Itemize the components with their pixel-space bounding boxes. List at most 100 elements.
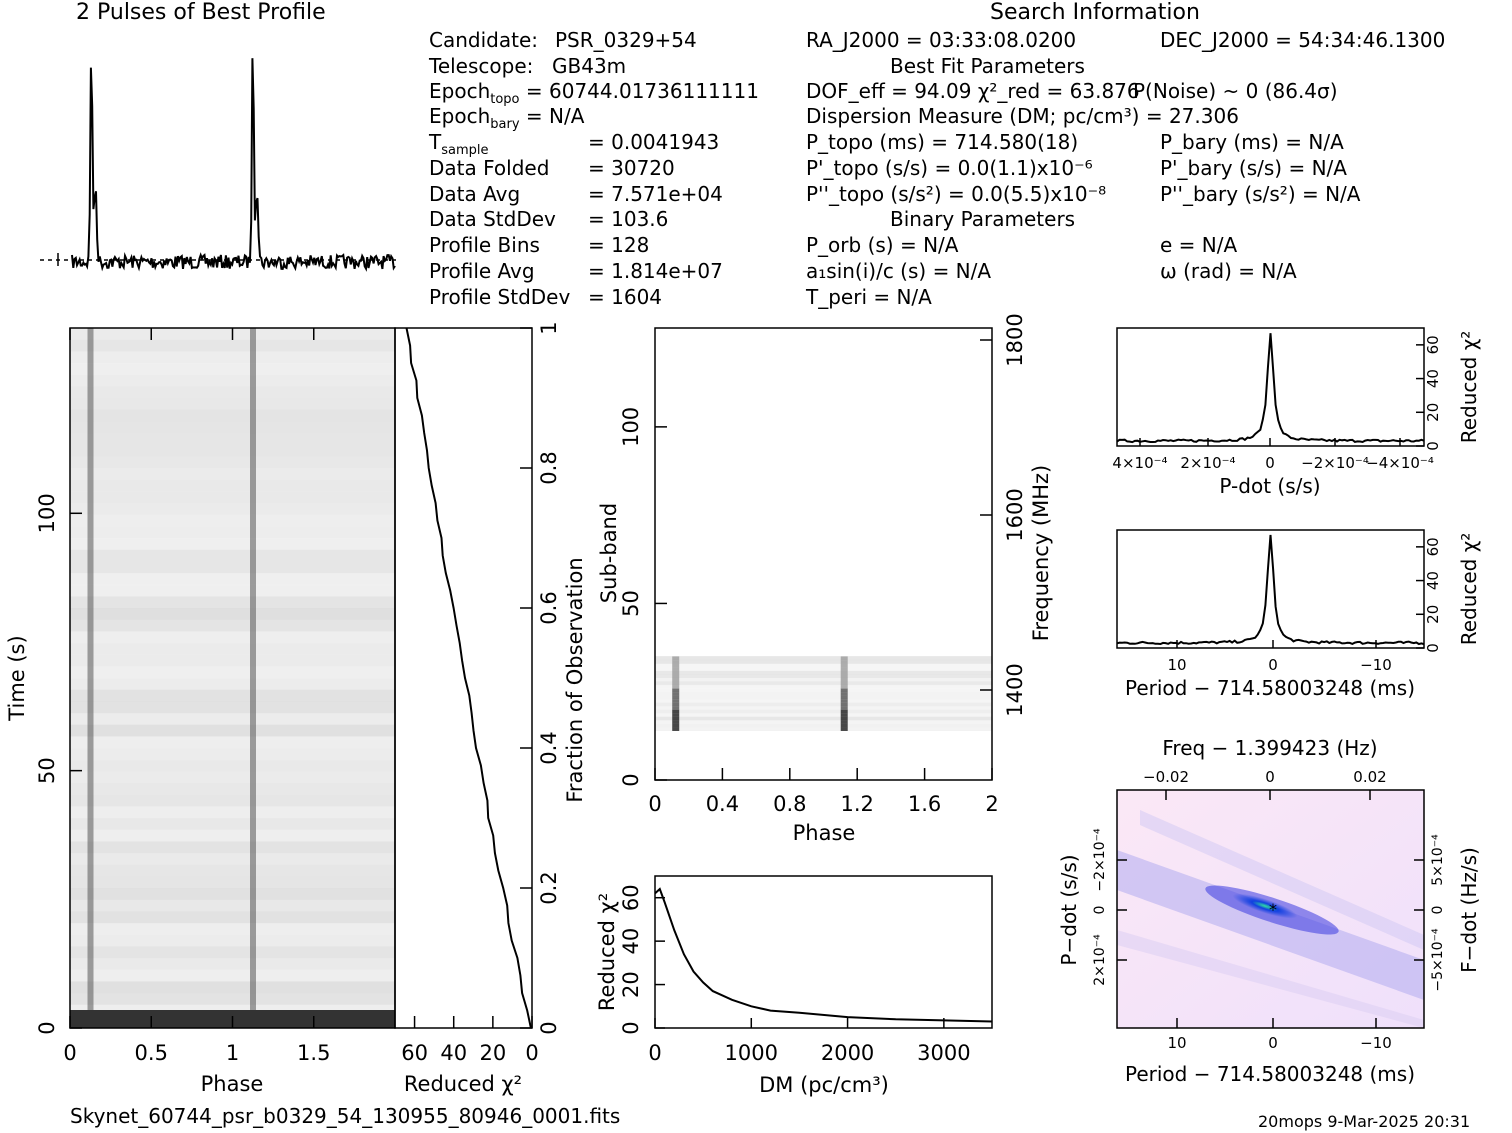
subband-plot: 0 0.4 0.8 1.2 1.6 2 0 50 100 1400 1600 1800 [619,313,1027,816]
chi2-time-xtick-label: 20 [479,1041,506,1065]
info-pdbary: P'_bary (s/s) = N/A [1160,156,1347,180]
subband-row [655,677,992,682]
info-candidate-val: PSR_0329+54 [555,28,697,52]
subband-row [655,709,992,714]
subband-pulse-cell [840,667,848,671]
subband-row [655,698,992,703]
info-binary-heading: Binary Parameters [890,207,1076,231]
subband-pulse-cell [672,688,680,693]
dm-xtick-label: 3000 [917,1041,970,1065]
pdot-xtick-label: −4×10⁻⁴ [1366,454,1434,472]
time-phase-row [70,398,395,411]
time-phase-row [70,794,395,807]
pdot-xtick-label: 0 [1265,454,1275,472]
chi2-time-y2label: Fraction of Observation [563,557,587,802]
subband-pulse-cell [840,727,848,731]
time-phase-ytick-label: 50 [35,757,59,784]
period-ytick-label: 0 [1424,643,1442,653]
ppdot-xlabel: Period − 714.58003248 (ms) [1125,1062,1415,1086]
info-epoch-bary: Epochbary = N/A [429,104,585,132]
subband-pulse-cell [672,698,680,703]
subband-pulse-cell [672,677,680,682]
info-pavg-key: Profile Avg [429,259,535,283]
info-tsample: Tsample [429,130,489,158]
period-xtick-label: −10 [1360,656,1392,674]
pdot-xtick-label: 2×10⁻⁴ [1180,454,1235,472]
time-phase-row [70,433,395,446]
subband-pulse-cell [672,723,680,728]
time-phase-row [70,561,395,574]
subband-pulse-cell [672,674,680,678]
time-phase-row [70,678,395,691]
time-phase-ytick-label: 0 [35,1021,59,1034]
subband-pulse-cell [840,712,848,717]
subband-pulse-cell [840,702,848,707]
time-phase-row [70,806,395,819]
period-frame [1116,529,1425,649]
info-dec: DEC_J2000 = 54:34:46.1300 [1160,28,1446,52]
chi2-time-ytick-label: 0.8 [537,451,561,484]
subband-pulse-cell [840,723,848,728]
info-tperi: T_peri = N/A [806,285,932,309]
dm-ytick-label: 60 [619,884,643,911]
chi2-time-xtick-label: 60 [401,1041,428,1065]
time-phase-row [70,608,395,621]
info-bestfit-heading: Best Fit Parameters [890,54,1085,78]
subband-ytick-label: 50 [619,590,643,617]
info-ecc: e = N/A [1160,233,1238,257]
pdot-xtick-label: 4×10⁻⁴ [1112,454,1167,472]
chi2-time-ytick-label: 0 [537,1021,561,1034]
info-telescope-val: GB43m [552,54,627,78]
info-ptopo: P_topo (ms) = 714.580(18) [806,130,1079,154]
subband-ylabel: Sub-band [597,503,621,603]
subband-pulse-cell [840,681,848,686]
time-phase-row [70,456,395,469]
subband-pulse-cell [672,656,680,661]
time-phase-row [70,386,395,399]
subband-pulse-cell [672,705,680,710]
time-phase-row [70,468,395,481]
period-ytick-label: 60 [1424,537,1442,556]
subband-row [655,667,992,671]
time-phase-row [70,643,395,656]
subband-row [655,695,992,700]
info-pbary: P_bary (ms) = N/A [1160,130,1344,154]
ppdot-band-main [1117,850,1424,1000]
info-bins-key: Profile Bins [429,233,540,257]
time-phase-row [70,841,395,854]
info-pdtopo: P'_topo (s/s) = 0.0(1.1)x10⁻⁶ [806,156,1093,180]
info-pddtopo: P''_topo (s/s²) = 0.0(5.5)x10⁻⁸ [806,182,1107,206]
subband-pulse-cell [840,691,848,696]
subband-row [655,656,992,661]
info-pddbary: P''_bary (s/s²) = N/A [1160,182,1361,206]
subband-pulse-cell [672,681,680,686]
subband-xtick-label: 0.8 [773,792,806,816]
subband-pulse-cell [672,702,680,707]
ppdot-y2tick-label: 0 [1430,906,1446,915]
subband-pulse-cell [672,727,680,731]
subband-y2tick-label: 1400 [1003,663,1027,716]
dm-ytick-label: 0 [619,1021,643,1034]
time-phase-pulse-track [87,328,94,1028]
ppdot-band-lower [1117,930,1424,1028]
chi2-time-ytick-label: 0.6 [537,591,561,624]
ppdot-x2label: Freq − 1.399423 (Hz) [1162,736,1377,760]
time-phase-row [70,409,395,422]
ppdot-y2label: F−dot (Hz/s) [1457,847,1481,973]
ppdot-ytick-label: 0 [1092,906,1108,915]
pdot-curve [1116,333,1425,444]
time-phase-row [70,818,395,831]
ppdot-band-upper [1140,810,1424,950]
info-dof: DOF_eff = 94.09 χ²_red = 63.876 [806,79,1140,103]
time-phase-xtick-label: 1.5 [297,1041,330,1065]
time-phase-row [70,351,395,364]
subband-row [655,712,992,717]
ppdot-y2tick-label: 5×10⁻⁴ [1430,834,1446,886]
info-pstd-key: Profile StdDev [429,285,571,309]
time-phase-row [70,771,395,784]
subband-pulse-cell [840,695,848,700]
time-phase-row [70,946,395,959]
info-bins-val: = 128 [588,233,650,257]
subband-pulse-cell [840,709,848,714]
subband-row [655,702,992,707]
